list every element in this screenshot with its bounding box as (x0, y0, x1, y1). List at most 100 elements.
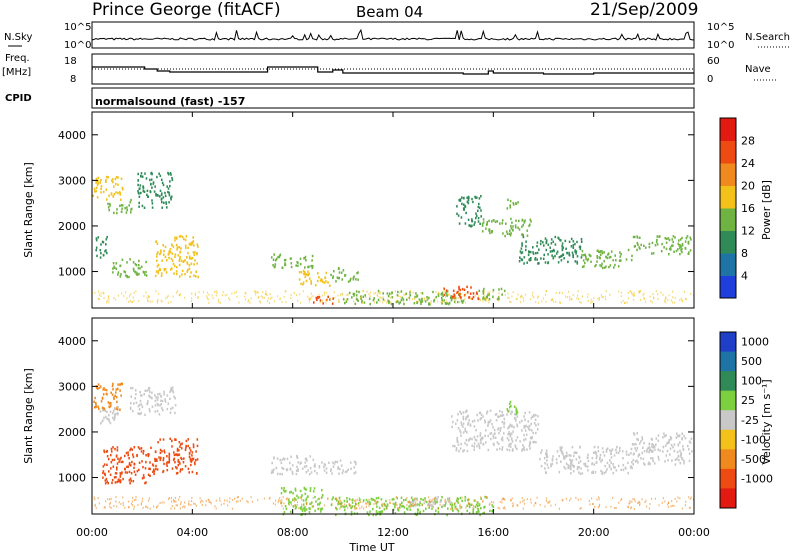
heatmap-cell (483, 287, 485, 291)
heatmap-speckle (492, 291, 494, 294)
heatmap-cell (521, 251, 524, 254)
heatmap-speckle (516, 504, 518, 507)
heatmap-cell (310, 264, 312, 268)
heatmap-speckle (269, 293, 271, 296)
heatmap-speckle (375, 501, 377, 504)
heatmap-cell (678, 434, 681, 437)
heatmap-speckle (409, 299, 411, 302)
heatmap-speckle (373, 503, 375, 505)
heatmap-speckle (392, 503, 395, 506)
heatmap-cell (499, 222, 501, 225)
heatmap-speckle (369, 295, 371, 297)
heatmap-cell (114, 416, 116, 420)
heatmap-cell (681, 247, 683, 251)
heatmap-speckle (301, 503, 303, 506)
heatmap-cell (545, 452, 547, 456)
heatmap-cell (518, 219, 520, 223)
heatmap-cell (353, 275, 355, 278)
heatmap-speckle (532, 291, 534, 294)
heatmap-cell (193, 263, 195, 266)
heatmap-cell (277, 256, 279, 259)
heatmap-cell (446, 302, 449, 305)
heatmap-cell (558, 470, 561, 474)
heatmap-cell (189, 457, 192, 460)
heatmap-cell (637, 461, 639, 464)
heatmap-cell (105, 178, 107, 182)
heatmap-cell (599, 250, 602, 253)
heatmap-cell (583, 253, 585, 257)
heatmap-speckle (188, 500, 190, 503)
heatmap-speckle (630, 291, 632, 294)
heatmap-cell (593, 445, 596, 449)
heatmap-speckle (558, 507, 560, 510)
heatmap-speckle (521, 497, 523, 500)
heatmap-cell (160, 403, 163, 406)
heatmap-cell (319, 299, 322, 302)
heatmap-cell (381, 510, 383, 513)
heatmap-cell (113, 407, 116, 411)
heatmap-cell (172, 458, 175, 462)
heatmap-cell (527, 425, 529, 429)
heatmap-cell (113, 396, 115, 399)
heatmap-cell (105, 249, 107, 252)
heatmap-cell (420, 497, 422, 501)
heatmap-speckle (522, 299, 525, 302)
heatmap-cell (313, 487, 316, 490)
heatmap-cell (525, 433, 528, 436)
heatmap-cell (304, 275, 307, 279)
heatmap-speckle (598, 498, 600, 501)
heatmap-speckle (122, 496, 124, 499)
heatmap-cell (337, 502, 339, 506)
heatmap-cell (172, 391, 175, 394)
heatmap-cell (304, 458, 307, 461)
heatmap-cell (433, 499, 436, 503)
heatmap-cell (378, 511, 380, 514)
heatmap-cell (610, 467, 612, 471)
heatmap-speckle (530, 501, 532, 504)
heatmap-speckle (341, 504, 343, 507)
heatmap-cell (185, 235, 188, 238)
heatmap-cell (126, 208, 128, 212)
heatmap-cell (111, 178, 114, 181)
heatmap-cell (574, 242, 576, 246)
heatmap-speckle (318, 293, 320, 296)
heatmap-cell (164, 268, 167, 271)
heatmap-cell (282, 467, 285, 470)
heatmap-cell (342, 505, 345, 508)
heatmap-speckle (444, 498, 446, 501)
heatmap-speckle (107, 296, 109, 299)
heatmap-cell (501, 446, 504, 449)
heatmap-cell (666, 449, 669, 453)
heatmap-cell (345, 300, 348, 303)
heatmap-cell (467, 423, 469, 426)
heatmap-cell (109, 473, 112, 476)
heatmap-cell (168, 454, 171, 458)
heatmap-speckle (386, 301, 388, 304)
heatmap-speckle (153, 505, 155, 508)
heatmap-cell (460, 216, 463, 219)
colorbar-swatch (720, 163, 736, 186)
heatmap-cell (102, 476, 104, 479)
heatmap-cell (656, 243, 659, 246)
heatmap-cell (491, 423, 493, 426)
heatmap-cell (110, 192, 113, 195)
heatmap-cell (381, 504, 383, 507)
heatmap-speckle (179, 294, 181, 297)
heatmap-cell (403, 511, 406, 514)
heatmap-cell (154, 274, 157, 278)
heatmap-cell (499, 429, 502, 432)
heatmap-cell (309, 487, 312, 490)
heatmap-cell (491, 504, 493, 507)
heatmap-cell (297, 261, 299, 264)
heatmap-speckle (681, 299, 683, 302)
heatmap-cell (506, 448, 508, 451)
heatmap-cell (283, 486, 285, 490)
heatmap-speckle (664, 500, 666, 503)
heatmap-cell (130, 464, 132, 467)
heatmap-cell (396, 294, 399, 297)
heatmap-cell (672, 240, 674, 244)
heatmap-cell (115, 454, 118, 457)
heatmap-cell (176, 248, 178, 251)
heatmap-speckle (384, 299, 386, 302)
heatmap-cell (643, 450, 646, 453)
